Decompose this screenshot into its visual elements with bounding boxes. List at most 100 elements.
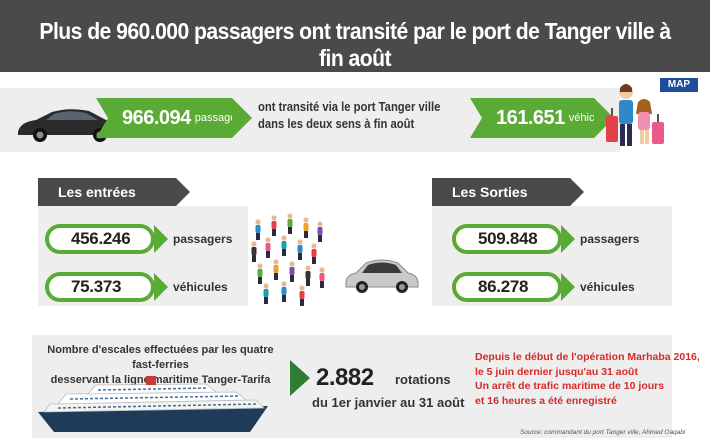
entrees-header-arrow <box>176 178 190 206</box>
title-bar: Plus de 960.000 passagers ont transité p… <box>0 0 710 72</box>
escales-line1: Nombre d'escales effectuées par les quat… <box>47 344 274 371</box>
crowd-person-head <box>265 237 271 243</box>
crowd-person-legs <box>290 275 294 282</box>
escales-caption: Nombre d'escales effectuées par les quat… <box>38 343 283 388</box>
crowd-person-body <box>287 219 293 227</box>
rotations-value: 2.882 <box>316 364 374 391</box>
totals-caption: ont transité via le port Tanger ville da… <box>258 99 441 133</box>
crowd-person-body <box>271 221 277 229</box>
total-passengers-value: 966.094 <box>122 106 191 129</box>
entrees-passengers-pill: 456.246 <box>45 224 155 254</box>
crowd-person-head <box>311 243 317 249</box>
marhaba-line3: Un arrêt de trafic maritime de 10 jours <box>475 380 665 392</box>
crowd-person-body <box>281 287 287 295</box>
entrees-vehicles-label: véhicules <box>173 280 228 294</box>
totals-caption-line2: dans les deux sens à fin août <box>258 117 415 131</box>
crowd-person-body <box>281 241 287 249</box>
crowd-person-body <box>319 273 325 281</box>
total-vehicles-tag: 161.651 véhicules <box>486 98 615 138</box>
total-vehicles-notch <box>470 98 486 138</box>
crowd-person-legs <box>306 279 310 286</box>
crowd-person-body <box>305 271 311 279</box>
crowd-person-head <box>281 281 287 287</box>
crowd-person-body <box>263 289 269 297</box>
marhaba-line4: et 16 heures a été enregistré <box>475 394 617 407</box>
sorties-header-arrow <box>570 178 584 206</box>
marhaba-line1: Depuis le début de l'opération Marhaba 2… <box>475 351 700 363</box>
entrees-title: Les entrées <box>58 184 136 200</box>
crowd-person-legs <box>300 299 304 306</box>
crowd-person-head <box>255 219 261 225</box>
crowd-person-head <box>299 285 305 291</box>
crowd-person-legs <box>264 297 268 304</box>
marhaba-note: Depuis le début de l'opération Marhaba 2… <box>475 350 700 408</box>
sorties-passengers-pill: 509.848 <box>452 224 562 254</box>
crowd-person-head <box>281 235 287 241</box>
rotations-unit: rotations <box>395 372 451 387</box>
rotations-period: du 1er janvier au 31 août <box>312 395 465 410</box>
crowd-person-legs <box>258 277 262 284</box>
map-logo: MAP <box>660 78 698 92</box>
sorties-passengers-arrow <box>561 225 575 253</box>
totals-caption-line1: ont transité via le port Tanger ville <box>258 100 441 114</box>
crowd-person-legs <box>282 295 286 302</box>
crowd-person-body <box>273 265 279 273</box>
crowd-person-body <box>265 243 271 251</box>
family-luggage-icon <box>606 84 664 146</box>
rotations-arrow <box>290 360 310 396</box>
crowd-person-legs <box>252 255 256 262</box>
crowd-person-body <box>303 223 309 231</box>
crowd-person-body <box>257 269 263 277</box>
crowd-person-body <box>297 245 303 253</box>
crowd-person-legs <box>298 253 302 260</box>
entrees-vehicles-arrow <box>154 273 168 301</box>
sorties-passengers-value: 509.848 <box>478 229 538 248</box>
crowd-person-legs <box>288 227 292 234</box>
crowd-person-body <box>299 291 305 299</box>
entrees-passengers-label: passagers <box>173 232 233 246</box>
entrees-passengers-arrow <box>154 225 168 253</box>
total-passengers-tag: 966.094 passagers <box>112 98 246 138</box>
source-credit: Source: commandant du port Tanger ville,… <box>520 429 686 436</box>
sorties-title: Les Sorties <box>452 184 528 200</box>
total-passengers-notch <box>96 98 112 138</box>
crowd-person-legs <box>282 249 286 256</box>
page-title: Plus de 960.000 passagers ont transité p… <box>39 18 671 71</box>
sorties-header: Les Sorties <box>432 178 570 206</box>
entrees-header: Les entrées <box>38 178 176 206</box>
ferry-ship-icon <box>38 376 268 432</box>
total-passengers-arrow <box>232 98 252 138</box>
crowd-person-head <box>271 215 277 221</box>
crowd-person-head <box>251 241 257 247</box>
sorties-vehicles-pill: 86.278 <box>452 272 562 302</box>
crowd-person-head <box>263 283 269 289</box>
crowd-person-head <box>305 265 311 271</box>
crowd-person-head <box>317 221 323 227</box>
crowd-person-legs <box>272 229 276 236</box>
crowd-person-head <box>257 263 263 269</box>
sorties-vehicles-arrow <box>561 273 575 301</box>
sorties-passengers-label: passagers <box>580 232 640 246</box>
crowd-person-body <box>311 249 317 257</box>
entrees-vehicles-pill: 75.373 <box>45 272 155 302</box>
sorties-vehicles-value: 86.278 <box>478 277 529 296</box>
entrees-passengers-value: 456.246 <box>71 229 131 248</box>
sorties-vehicles-label: véhicules <box>580 280 635 294</box>
crowd-person-body <box>251 247 257 255</box>
crowd-person-head <box>303 217 309 223</box>
crowd-person-head <box>289 261 295 267</box>
crowd-person-body <box>255 225 261 233</box>
crowd-person-body <box>289 267 295 275</box>
crowd-people-icon <box>251 213 325 306</box>
crowd-person-head <box>287 213 293 219</box>
escales-line2: desservant la ligne maritime Tanger-Tari… <box>50 374 271 386</box>
crowd-person-legs <box>312 257 316 264</box>
crowd-person-legs <box>318 235 322 242</box>
crowd-person-legs <box>274 273 278 280</box>
crowd-person-body <box>317 227 323 235</box>
total-vehicles-arrow <box>594 98 614 138</box>
crowd-person-legs <box>256 233 260 240</box>
crowd-person-head <box>273 259 279 265</box>
marhaba-line2: le 5 juin dernier jusqu'au 31 août <box>475 365 638 378</box>
hatchback-car-icon <box>345 259 419 293</box>
